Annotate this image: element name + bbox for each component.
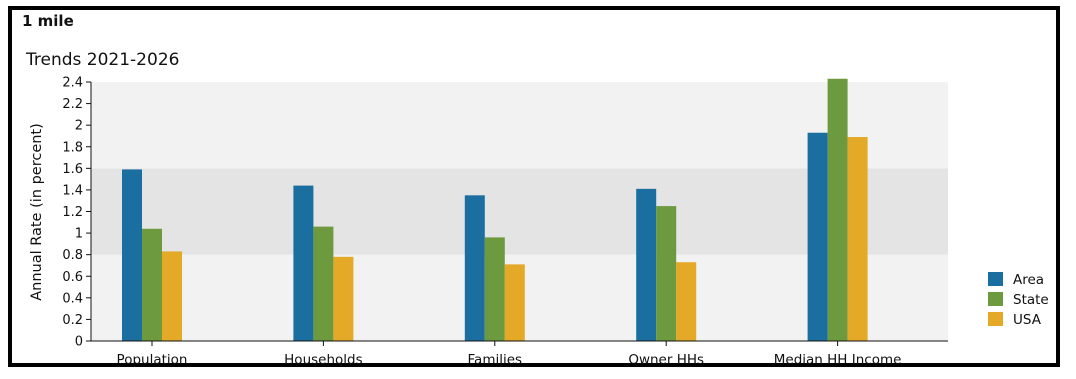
- y-tick-label-11: 2.2: [62, 97, 83, 112]
- x-category-label-3: Owner HHs: [628, 352, 704, 368]
- bar-area-1: [293, 185, 314, 341]
- bar-state-3: [656, 206, 677, 341]
- chart-title: Trends 2021-2026: [26, 50, 180, 70]
- bar-usa-3: [676, 262, 697, 341]
- y-tick-label-9: 1.8: [62, 140, 83, 155]
- bar-usa-0: [162, 251, 182, 341]
- legend-label-area: Area: [1013, 272, 1044, 288]
- y-tick-label-0: 0: [75, 335, 83, 350]
- legend: Area State USA: [988, 272, 1049, 328]
- y-tick-label-3: 0.6: [62, 270, 83, 285]
- bar-state-2: [484, 237, 505, 341]
- bar-state-1: [313, 226, 334, 341]
- bar-area-4: [807, 132, 828, 341]
- y-tick-label-10: 2: [75, 119, 83, 134]
- bar-area-0: [122, 169, 142, 341]
- legend-label-state: State: [1013, 292, 1049, 308]
- y-tick-label-5: 1: [75, 227, 83, 242]
- x-category-label-1: Households: [284, 352, 362, 368]
- background-bands: [91, 82, 948, 341]
- legend-label-usa: USA: [1013, 312, 1042, 328]
- legend-swatch-area: [988, 272, 1003, 286]
- bar-usa-1: [333, 256, 354, 341]
- bar-state-0: [142, 228, 162, 341]
- x-category-labels: Population Households Families Owner HHs Med…: [117, 341, 902, 368]
- x-category-label-2: Families: [468, 352, 523, 368]
- y-tick-label-7: 1.4: [62, 183, 83, 198]
- band-1: [91, 168, 948, 255]
- legend-swatch-state: [988, 292, 1003, 306]
- bar-area-3: [636, 188, 657, 341]
- bar-state-4: [827, 78, 848, 341]
- y-axis-title: Annual Rate (in percent): [29, 123, 45, 301]
- y-tick-label-1: 0.2: [62, 313, 83, 328]
- legend-swatch-usa: [988, 312, 1003, 326]
- bar-usa-4: [847, 137, 868, 341]
- y-ticks: 0 0.2 0.4 0.6 0.8 1 1.2 1.4 1.6 1.8 2 2.2 2.4: [62, 76, 91, 350]
- bar-area-2: [464, 195, 485, 341]
- band-2: [91, 82, 948, 169]
- y-tick-label-12: 2.4: [62, 76, 83, 91]
- y-tick-label-6: 1.2: [62, 205, 83, 220]
- bar-usa-2: [504, 264, 525, 341]
- bars: [122, 78, 868, 341]
- region-label: 1 mile: [22, 12, 74, 30]
- y-tick-label-4: 0.8: [62, 248, 83, 263]
- y-tick-label-8: 1.6: [62, 162, 83, 177]
- y-tick-label-2: 0.4: [62, 291, 83, 306]
- x-category-label-0: Population: [117, 352, 188, 368]
- x-category-label-4: Median HH Income: [774, 352, 902, 368]
